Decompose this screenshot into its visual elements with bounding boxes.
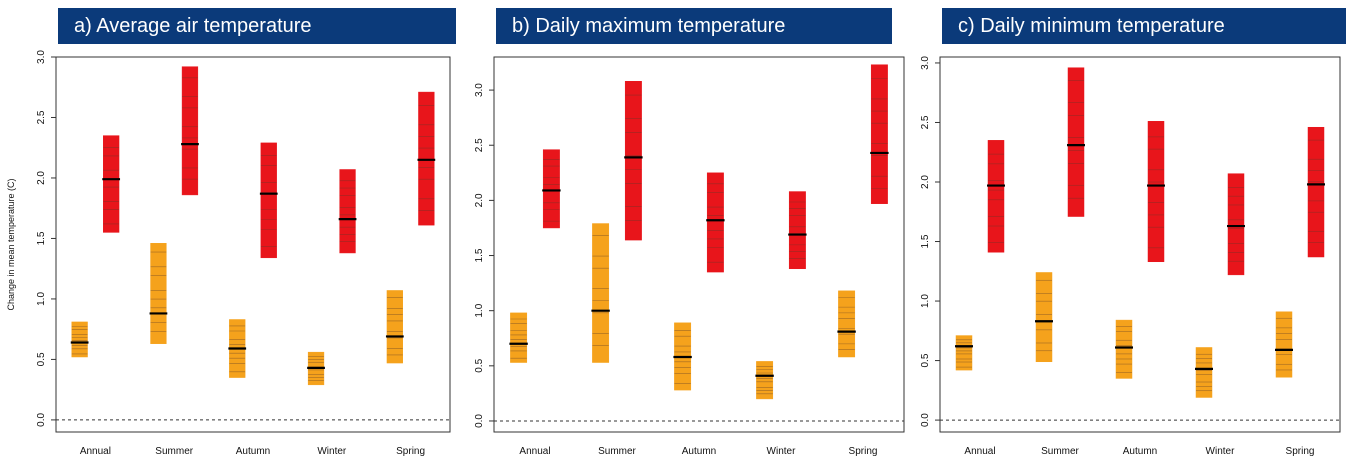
range-bar	[1147, 121, 1165, 263]
y-tick-label: 3.0	[474, 83, 485, 97]
range-bar	[418, 91, 435, 226]
x-tick-label: Annual	[964, 446, 995, 457]
range-bar	[181, 66, 199, 196]
chart-daily-minimum-temperature: 0.0 0.5 1.0 1.5 2.0 2.5 3.0 Annual Summer Autumn W…	[920, 56, 1341, 457]
x-tick-label: Autumn	[682, 446, 716, 457]
y-tick-label: 2.5	[474, 138, 485, 152]
range-bar	[339, 169, 356, 254]
y-tick-label: 0.5	[36, 352, 47, 366]
x-tick-label: Winter	[1206, 446, 1236, 457]
range-bar	[955, 335, 973, 371]
x-tick-label: Spring	[396, 446, 425, 457]
y-tick-label: 2.0	[36, 171, 47, 185]
chart-panel-max: b) Daily maximum temperature 0.0 0.5 1.0 1.…	[456, 0, 905, 462]
range-bar	[386, 290, 403, 364]
chart-title: b) Daily maximum temperature	[496, 8, 892, 44]
chart-title: a) Average air temperature	[58, 8, 456, 44]
y-tick-label: 0.0	[920, 413, 931, 427]
range-bar	[624, 81, 642, 241]
range-bar	[1307, 126, 1325, 258]
y-tick-label: 1.5	[474, 248, 485, 262]
x-tick-label: Summer	[155, 446, 193, 457]
range-bar	[71, 321, 88, 358]
y-tick-label: 1.5	[36, 231, 47, 245]
range-bar	[1067, 67, 1085, 217]
chart-title: c) Daily minimum temperature	[942, 8, 1346, 44]
range-bar	[1115, 319, 1133, 379]
y-tick-label: 0.0	[36, 413, 47, 427]
range-bar	[260, 142, 277, 259]
chart-daily-maximum-temperature: 0.0 0.5 1.0 1.5 2.0 2.5 3.0 Annual Summer Autumn W…	[474, 56, 905, 457]
plot-frame	[939, 56, 1341, 433]
x-tick-label: Summer	[1041, 446, 1079, 457]
chart-panel-min: c) Daily minimum temperature 0.0 0.5 1.0 1.…	[910, 0, 1346, 462]
x-tick-label: Winter	[317, 446, 347, 457]
range-bar	[788, 191, 806, 270]
range-bar	[542, 149, 560, 229]
y-tick-label: 2.5	[920, 115, 931, 129]
y-tick-label: 1.0	[474, 303, 485, 317]
range-bar	[987, 140, 1005, 253]
range-bar	[103, 135, 120, 233]
x-tick-label: Spring	[849, 446, 878, 457]
range-bar	[1035, 272, 1053, 363]
x-tick-label: Autumn	[1123, 446, 1157, 457]
range-bar	[756, 361, 774, 400]
range-bar	[592, 223, 610, 363]
range-bar	[1275, 311, 1293, 378]
range-bar	[838, 290, 856, 358]
x-tick-label: Spring	[1286, 446, 1315, 457]
y-tick-label: 1.0	[920, 294, 931, 308]
y-axis-title: Change in mean temperature (C)	[6, 178, 16, 310]
range-bar	[1195, 347, 1213, 398]
y-tick-label: 1.5	[920, 234, 931, 248]
range-bar	[706, 172, 724, 273]
x-tick-label: Summer	[598, 446, 636, 457]
y-tick-label: 3.0	[920, 56, 931, 70]
y-tick-label: 0.5	[920, 353, 931, 367]
y-tick-label: 3.0	[36, 50, 47, 64]
chart-average-air-temperature: 0.0 0.5 1.0 1.5 2.0 2.5 3.0 Change in mean temp…	[6, 50, 451, 457]
y-tick-label: 1.0	[36, 292, 47, 306]
x-tick-label: Annual	[80, 446, 111, 457]
chart-panel-average: a) Average air temperature 0.0 0.5 1.0 1.5 2…	[0, 0, 456, 462]
x-tick-label: Winter	[767, 446, 797, 457]
y-tick-label: 0.0	[474, 414, 485, 428]
y-tick-label: 2.0	[920, 175, 931, 189]
y-tick-label: 2.5	[36, 110, 47, 124]
range-bar	[150, 243, 167, 344]
plot-frame	[493, 56, 905, 433]
x-tick-label: Annual	[519, 446, 550, 457]
plot-frame	[55, 56, 451, 433]
x-tick-label: Autumn	[236, 446, 270, 457]
range-bar	[870, 64, 888, 204]
y-tick-label: 2.0	[474, 193, 485, 207]
range-bar	[1227, 173, 1245, 276]
range-bar	[510, 312, 528, 363]
y-tick-label: 0.5	[474, 358, 485, 372]
